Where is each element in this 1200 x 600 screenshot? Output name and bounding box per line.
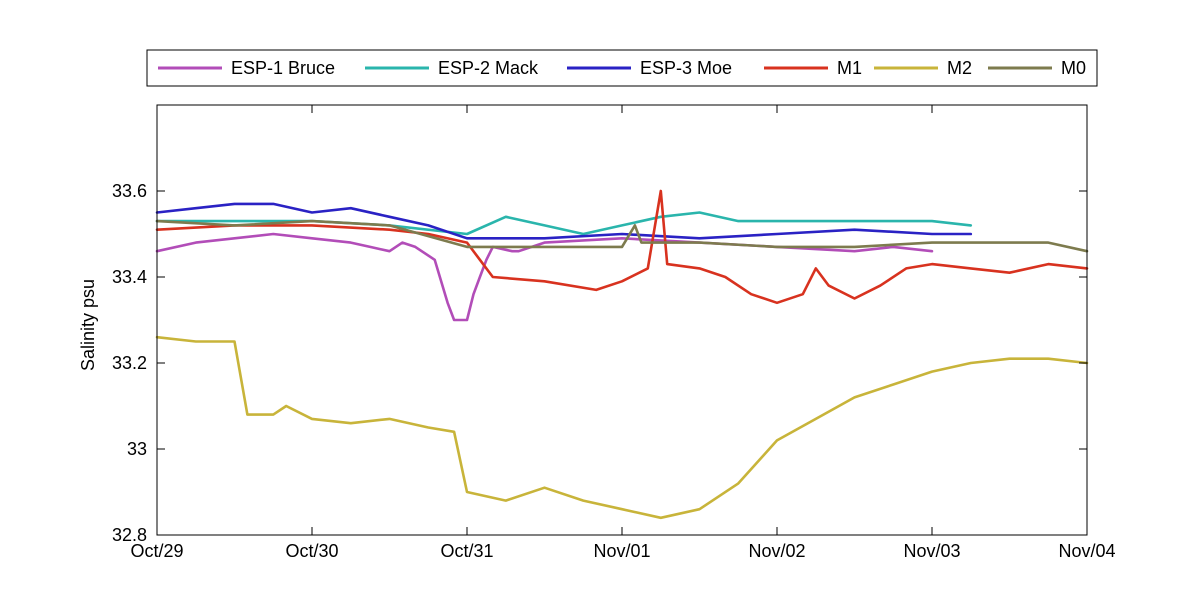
y-tick-label: 33.6 xyxy=(112,181,147,201)
legend-label-5: M2 xyxy=(947,58,972,78)
legend-label-6: M0 xyxy=(1061,58,1086,78)
series-line-1 xyxy=(155,232,934,322)
legend-label-4: M1 xyxy=(837,58,862,78)
series-line-4 xyxy=(155,189,1089,305)
legend: ESP-1 Bruce ESP-2 Mack ESP-3 Moe M1 M2 M0 xyxy=(146,49,1098,87)
y-tick-label: 33.2 xyxy=(112,353,147,373)
series-line-5 xyxy=(155,335,1089,520)
series-line-3 xyxy=(155,202,973,240)
y-tick-label: 32.8 xyxy=(112,525,147,545)
plot-frame xyxy=(156,104,1088,536)
x-tick-label: Nov/02 xyxy=(748,541,805,561)
legend-label-2: ESP-2 Mack xyxy=(438,58,539,78)
axes-layer: Oct/29 Oct/30 Oct/31 Nov/01 Nov/02 Nov/03 Nov/… xyxy=(112,104,1116,561)
x-tick-label: Nov/03 xyxy=(903,541,960,561)
x-tick-label: Nov/01 xyxy=(593,541,650,561)
x-tick-label: Nov/04 xyxy=(1058,541,1115,561)
x-tick-label: Oct/30 xyxy=(285,541,338,561)
plot-layer xyxy=(155,189,1089,520)
y-tick-label: 33 xyxy=(127,439,147,459)
y-tick-label: 33.4 xyxy=(112,267,147,287)
y-axis-title: Salinity psu xyxy=(78,279,98,371)
legend-label-1: ESP-1 Bruce xyxy=(231,58,335,78)
x-tick-label: Oct/29 xyxy=(130,541,183,561)
legend-label-3: ESP-3 Moe xyxy=(640,58,732,78)
series-line-6 xyxy=(155,219,1089,253)
x-tick-label: Oct/31 xyxy=(440,541,493,561)
